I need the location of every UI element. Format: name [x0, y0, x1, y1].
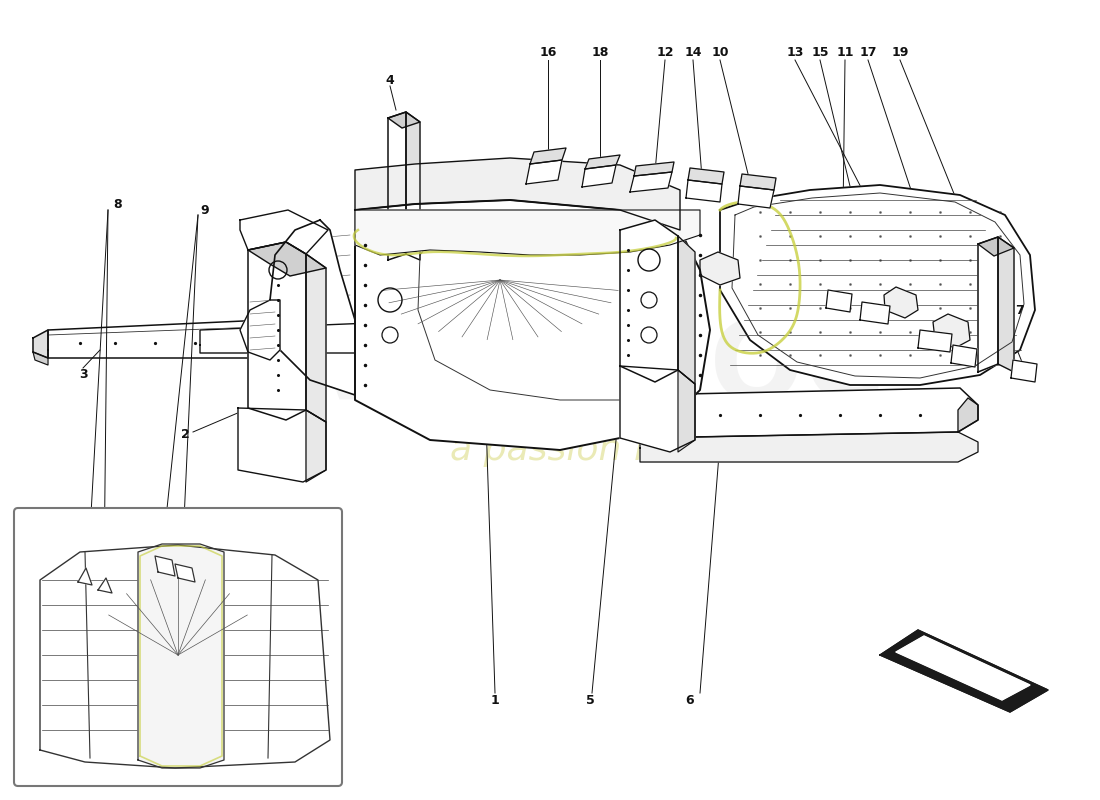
Polygon shape	[200, 322, 405, 353]
Polygon shape	[248, 242, 326, 276]
Polygon shape	[270, 220, 355, 395]
Polygon shape	[155, 556, 175, 576]
Polygon shape	[958, 398, 978, 432]
Polygon shape	[98, 578, 112, 593]
Text: 10: 10	[712, 46, 728, 59]
Polygon shape	[826, 290, 852, 312]
Polygon shape	[40, 545, 330, 768]
Polygon shape	[620, 366, 695, 452]
Polygon shape	[585, 155, 620, 169]
Polygon shape	[355, 210, 680, 418]
Polygon shape	[530, 148, 566, 164]
Polygon shape	[640, 388, 978, 438]
Polygon shape	[1011, 360, 1037, 382]
Polygon shape	[33, 352, 48, 365]
Polygon shape	[896, 636, 1030, 700]
Text: 1: 1	[491, 694, 499, 706]
Text: 9: 9	[200, 203, 209, 217]
Text: 11: 11	[836, 46, 854, 59]
Polygon shape	[998, 237, 1014, 372]
Polygon shape	[33, 330, 48, 358]
Polygon shape	[630, 172, 672, 192]
Polygon shape	[625, 405, 640, 438]
Text: 18: 18	[592, 46, 608, 59]
Polygon shape	[78, 568, 92, 585]
Text: 12: 12	[657, 46, 673, 59]
Polygon shape	[738, 186, 774, 208]
Polygon shape	[582, 165, 616, 187]
Text: 7: 7	[1015, 303, 1024, 317]
Polygon shape	[740, 174, 776, 190]
Polygon shape	[258, 332, 275, 358]
Text: 17: 17	[859, 46, 877, 59]
Polygon shape	[388, 112, 420, 128]
Polygon shape	[720, 185, 1035, 385]
Polygon shape	[700, 252, 740, 285]
Text: 8: 8	[113, 198, 122, 211]
Polygon shape	[884, 287, 918, 318]
Polygon shape	[406, 112, 420, 260]
Text: a passion for cars: a passion for cars	[450, 433, 770, 467]
Polygon shape	[918, 330, 952, 352]
Polygon shape	[640, 432, 978, 462]
Polygon shape	[952, 345, 977, 367]
Polygon shape	[306, 410, 326, 482]
Text: 19: 19	[891, 46, 909, 59]
FancyBboxPatch shape	[14, 508, 342, 786]
Polygon shape	[634, 162, 674, 176]
Polygon shape	[355, 210, 700, 255]
Text: AUTODOC: AUTODOC	[95, 630, 262, 659]
Polygon shape	[48, 320, 275, 358]
Text: 4: 4	[386, 74, 395, 86]
Text: 5: 5	[585, 694, 594, 706]
Polygon shape	[138, 544, 224, 768]
Polygon shape	[248, 242, 306, 420]
Text: 3: 3	[79, 369, 87, 382]
Polygon shape	[355, 200, 710, 450]
Polygon shape	[678, 370, 695, 452]
Text: 2: 2	[180, 429, 189, 442]
Text: 15: 15	[812, 46, 828, 59]
Polygon shape	[860, 302, 890, 324]
Polygon shape	[240, 300, 280, 360]
Polygon shape	[238, 408, 326, 482]
Polygon shape	[978, 237, 998, 372]
Polygon shape	[620, 220, 678, 382]
Polygon shape	[175, 564, 195, 582]
Polygon shape	[678, 236, 695, 384]
Polygon shape	[933, 314, 970, 348]
Polygon shape	[686, 180, 722, 202]
Polygon shape	[355, 158, 680, 230]
Text: 16: 16	[539, 46, 557, 59]
Text: AUTODOC: AUTODOC	[274, 317, 886, 423]
Polygon shape	[306, 254, 326, 422]
Polygon shape	[880, 630, 1048, 712]
Polygon shape	[978, 237, 1014, 256]
Text: 6: 6	[685, 694, 694, 706]
Polygon shape	[688, 168, 724, 184]
Polygon shape	[388, 112, 406, 260]
Polygon shape	[526, 160, 562, 184]
Text: 14: 14	[684, 46, 702, 59]
Polygon shape	[240, 210, 328, 254]
Text: 13: 13	[786, 46, 804, 59]
Text: a passion for cars: a passion for cars	[117, 665, 240, 679]
